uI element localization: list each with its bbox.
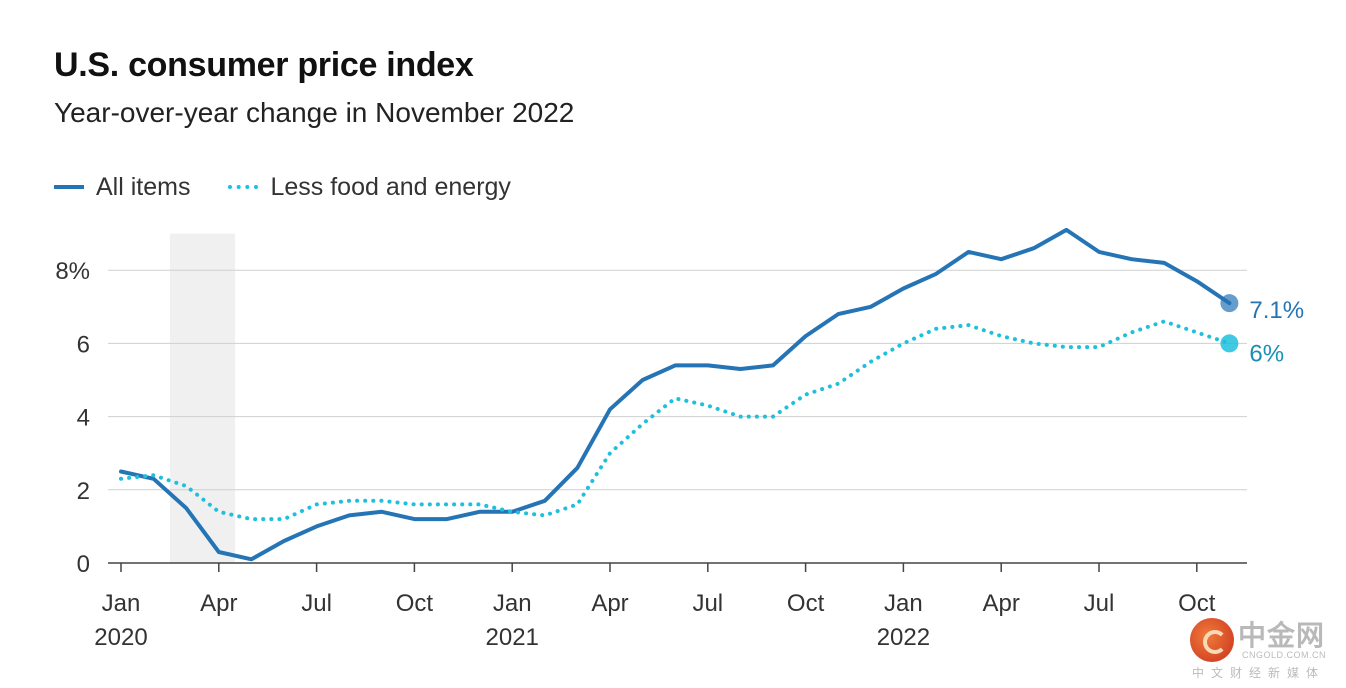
x-tick-label: Jan xyxy=(493,590,532,617)
legend-swatch-solid xyxy=(54,185,84,189)
legend-item-core: Less food and energy xyxy=(228,172,511,202)
watermark-tagline: 中文财经新媒体 xyxy=(1192,666,1326,680)
x-tick-label: Jan xyxy=(884,590,923,617)
watermark-name: 中金网 xyxy=(1238,620,1326,651)
x-tick-label: Oct xyxy=(787,590,825,617)
legend-label-core: Less food and energy xyxy=(270,172,511,201)
x-tick-label: Oct xyxy=(1178,590,1216,617)
x-tick-label: Jan xyxy=(102,590,141,617)
legend-swatch-dotted xyxy=(228,185,259,189)
legend-label-all-items: All items xyxy=(96,172,191,201)
x-tick-label: Jul xyxy=(301,590,332,617)
end-point-core xyxy=(1220,334,1239,353)
y-tick-label: 6 xyxy=(77,331,90,358)
y-tick-label: 0 xyxy=(77,551,90,578)
end-label-core: 6% xyxy=(1249,340,1284,367)
end-point-all-items xyxy=(1220,294,1239,313)
chart-title: U.S. consumer price index xyxy=(54,46,474,84)
x-tick-label: Apr xyxy=(591,590,628,617)
chart-legend: All items Less food and energy xyxy=(54,170,549,204)
watermark-logo-icon xyxy=(1190,618,1234,662)
shaded-period xyxy=(169,233,236,563)
watermark: 中金网 CNGOLD.COM.CN 中文财经新媒体 xyxy=(1186,608,1336,680)
y-tick-label: 2 xyxy=(77,478,90,505)
chart-subtitle: Year-over-year change in November 2022 xyxy=(54,97,575,128)
end-label-all-items: 7.1% xyxy=(1249,297,1304,324)
x-tick-label: Apr xyxy=(200,590,237,617)
watermark-domain: CNGOLD.COM.CN xyxy=(1242,650,1327,660)
legend-item-all-items: All items xyxy=(54,173,190,202)
x-tick-year-label: 2020 xyxy=(94,624,147,651)
y-tick-label: 4 xyxy=(77,405,90,432)
y-tick-label: 8% xyxy=(55,258,90,285)
x-tick-label: Apr xyxy=(983,590,1020,617)
x-tick-label: Jul xyxy=(692,590,723,617)
x-tick-year-label: 2022 xyxy=(877,624,930,651)
x-tick-label: Oct xyxy=(396,590,434,617)
x-tick-label: Jul xyxy=(1084,590,1115,617)
x-tick-year-label: 2021 xyxy=(486,624,539,651)
series-line-all-items xyxy=(119,227,1232,562)
